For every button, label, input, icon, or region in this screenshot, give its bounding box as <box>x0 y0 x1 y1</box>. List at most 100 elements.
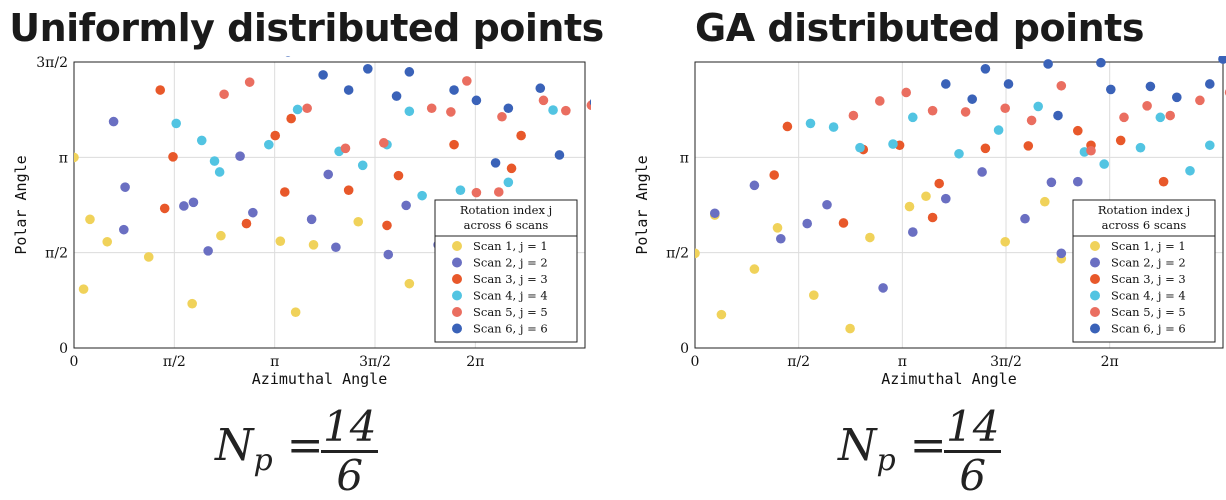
scan-4-point <box>1033 101 1043 112</box>
y-tick-label: π/2 <box>45 246 68 262</box>
x-tick-label: π <box>270 354 279 370</box>
scan-3-point <box>838 218 849 228</box>
scan-3-point <box>1115 135 1126 146</box>
legend-entry: Scan 1, j = 1 <box>473 239 548 253</box>
scan-5-point <box>1142 101 1152 111</box>
scan-1-point <box>187 298 197 309</box>
formula-denominator: 6 <box>959 451 987 500</box>
scan-3-point <box>782 121 793 132</box>
scan-4-point <box>1155 112 1166 123</box>
scan-6-point <box>404 67 415 77</box>
scan-5-point <box>340 143 351 154</box>
y-tick-label: 0 <box>59 341 68 357</box>
scan-5-point <box>219 89 229 100</box>
scan-3-point <box>382 220 392 231</box>
legend-marker <box>1090 257 1100 268</box>
legend-entry: Scan 3, j = 3 <box>473 272 548 286</box>
scan-6-point <box>318 70 328 80</box>
scan-4-point <box>357 160 368 171</box>
x-tick-label: 3π/2 <box>359 354 391 370</box>
scan-5-point <box>497 111 507 122</box>
scan-1-point <box>845 323 855 334</box>
scan-4-point <box>888 139 898 149</box>
scan-2-point <box>1056 248 1067 259</box>
scan-4-point <box>855 142 865 153</box>
scan-6-point <box>285 56 291 57</box>
scan-5-point <box>901 87 911 98</box>
scan-5-point <box>1086 145 1096 156</box>
legend-entry: Scan 4, j = 4 <box>473 289 548 303</box>
scan-5-point <box>1000 103 1010 114</box>
scan-2-point <box>878 283 888 293</box>
scan-6-point <box>503 103 514 114</box>
scan-2-point <box>1046 177 1057 188</box>
scan-4-point <box>805 118 816 129</box>
scan-5-point <box>561 105 571 116</box>
scan-3-point <box>270 130 281 141</box>
scan-3-point <box>927 212 938 223</box>
scan-3-point <box>516 130 526 141</box>
scan-4-point <box>171 118 181 129</box>
scan-2-point <box>203 246 213 256</box>
scan-5-point <box>960 107 971 117</box>
scan-1-point <box>1000 236 1010 247</box>
legend-marker <box>1090 290 1100 301</box>
scan-2-point <box>749 180 760 191</box>
scan-1-point <box>74 152 79 163</box>
scan-1-point <box>865 232 875 243</box>
scan-5-point <box>538 95 549 106</box>
scan-3-point <box>449 139 459 150</box>
scan-4-point <box>503 177 514 188</box>
scan-2-point <box>383 249 394 260</box>
scan-4-point <box>828 122 839 132</box>
x-axis-label: Azimuthal Angle <box>881 370 1016 388</box>
fraction-bar <box>321 450 379 453</box>
scan-2-point <box>1020 213 1030 224</box>
formula-fraction: 14 6 <box>944 402 1002 500</box>
scan-6-point <box>1053 110 1063 121</box>
formula-numerator: 14 <box>323 402 377 451</box>
scan-2-point <box>776 233 786 244</box>
scan-4-point <box>455 185 466 195</box>
scan-6-point <box>1205 79 1215 89</box>
scan-3-point <box>1158 176 1169 187</box>
scan-4-point <box>908 112 918 123</box>
scan-6-point <box>1145 81 1156 92</box>
scan-6-point <box>1096 57 1106 68</box>
legend-marker <box>1090 274 1100 284</box>
legend-marker <box>452 257 462 268</box>
y-tick-label: 3π/2 <box>36 55 68 71</box>
legend-box <box>1072 199 1216 343</box>
legend-entry: Scan 1, j = 1 <box>1111 239 1186 253</box>
legend-marker <box>1090 241 1100 251</box>
scan-2-point <box>306 214 317 225</box>
legend-subtitle: across 6 scans <box>1102 218 1187 232</box>
scan-2-point <box>977 167 987 177</box>
scan-5-point <box>493 187 504 197</box>
legend-marker <box>452 323 462 334</box>
formula-numerator: 14 <box>946 402 1000 451</box>
scan-3-point <box>934 178 944 189</box>
scan-3-point <box>279 187 290 197</box>
scan-5-point <box>875 96 885 106</box>
scan-1-point <box>143 252 154 262</box>
legend-entry: Scan 5, j = 5 <box>473 305 548 319</box>
scan-2-point <box>941 193 951 204</box>
legend-marker <box>452 241 462 251</box>
scan-4-point <box>264 139 274 150</box>
legend-entry: Scan 4, j = 4 <box>1111 289 1186 303</box>
legend-title: Rotation index j <box>1098 203 1190 217</box>
scan-4-point <box>196 135 207 146</box>
scan-6-point <box>980 63 991 74</box>
scan-5-point <box>426 103 437 114</box>
formula-denominator: 6 <box>336 451 364 500</box>
scan-4-point <box>954 148 964 159</box>
scan-3-point <box>159 203 170 214</box>
legend-marker <box>452 274 462 284</box>
scan-5-point <box>1119 112 1129 123</box>
scan-1-point <box>404 278 415 289</box>
y-axis-label: Polar Angle <box>12 155 30 254</box>
scan-1-point <box>78 284 89 294</box>
scan-3-point <box>393 170 404 181</box>
